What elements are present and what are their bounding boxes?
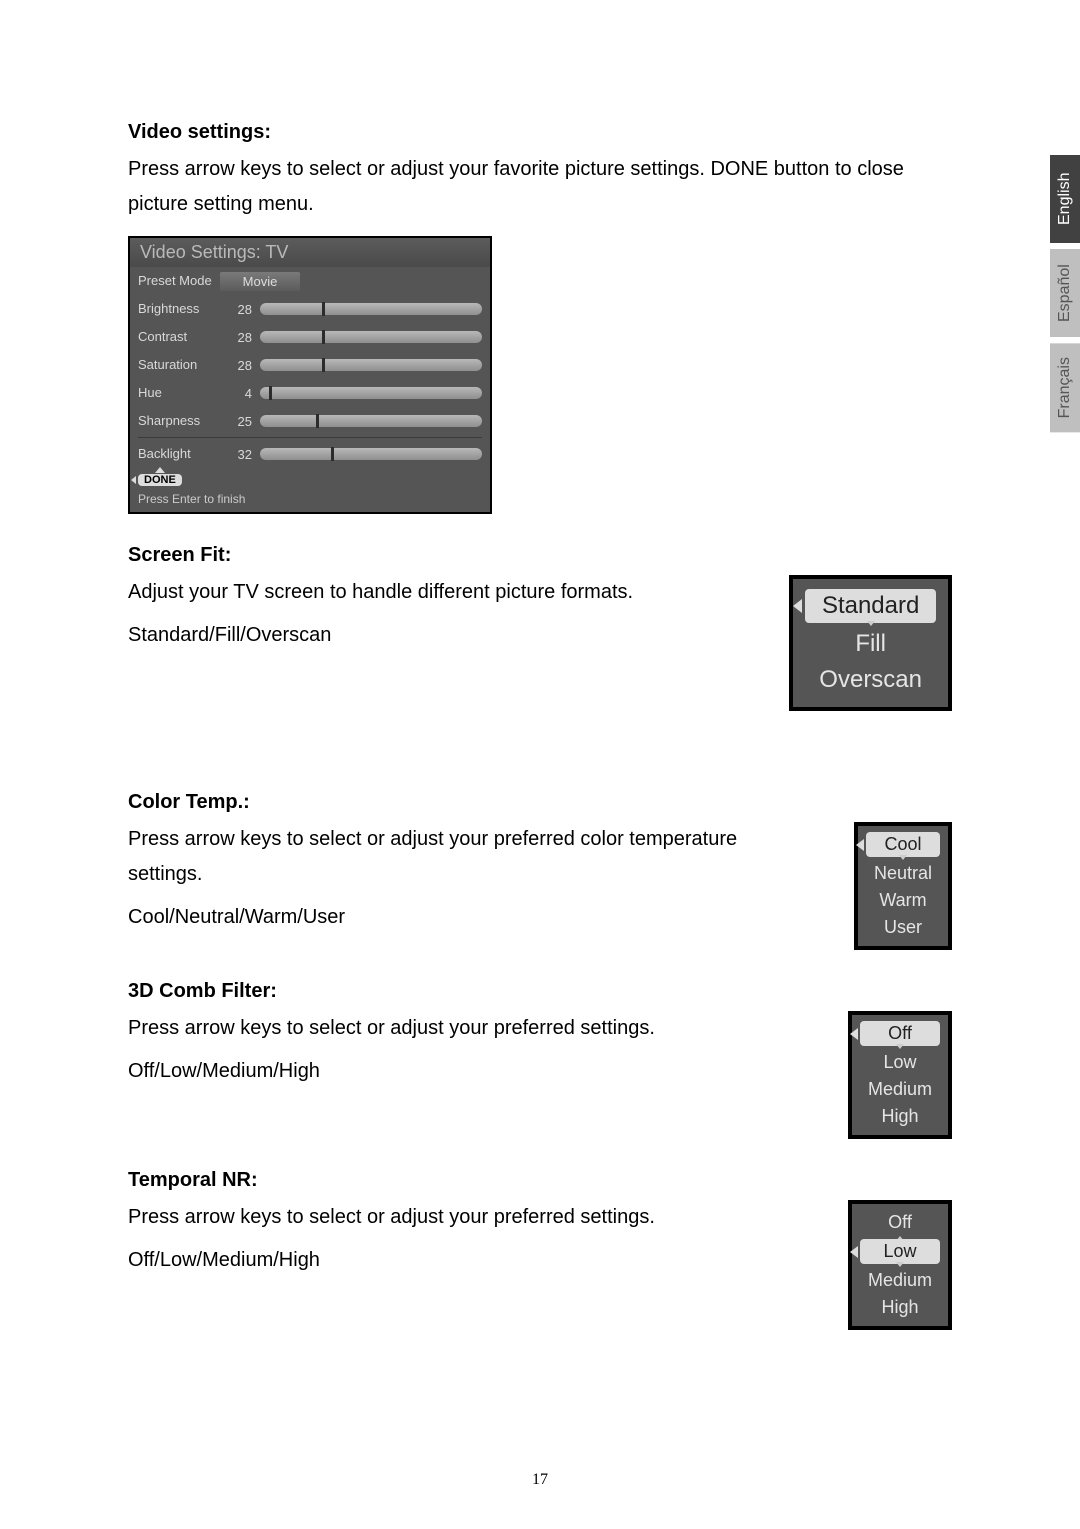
slider-value: 4 [220, 386, 260, 401]
slider-value: 25 [220, 414, 260, 429]
slider-value: 28 [220, 330, 260, 345]
menu-option[interactable]: High [860, 1104, 940, 1129]
temporal-nr-title: Temporal NR: [128, 1169, 952, 1192]
backlight-value: 32 [220, 447, 260, 462]
backlight-slider[interactable] [260, 448, 482, 460]
color-temp-menu[interactable]: Cool NeutralWarmUser [854, 822, 952, 950]
screen-fit-title: Screen Fit: [128, 544, 952, 567]
slider-value: 28 [220, 358, 260, 373]
arrow-left-icon [850, 1028, 858, 1040]
slider-label: Sharpness [138, 414, 220, 428]
done-button[interactable]: DONE [138, 474, 182, 486]
color-temp-desc: Press arrow keys to select or adjust you… [128, 822, 814, 892]
menu-option[interactable]: Fill [805, 627, 936, 661]
preset-mode-row[interactable]: Preset Mode Movie [130, 267, 490, 295]
menu-option[interactable]: Overscan [805, 663, 936, 697]
slider-row-sharpness[interactable]: Sharpness25 [130, 407, 490, 435]
arrow-left-icon [856, 839, 864, 851]
arrow-down-icon [896, 1262, 904, 1267]
slider-thumb[interactable] [322, 330, 325, 344]
temporal-nr-menu[interactable]: Off Low MediumHigh [848, 1200, 952, 1330]
video-settings-desc: Press arrow keys to select or adjust you… [128, 152, 952, 222]
menu-option[interactable]: High [860, 1295, 940, 1320]
arrow-down-icon [899, 855, 907, 860]
menu-option[interactable]: Low [860, 1239, 940, 1264]
menu-option[interactable]: User [866, 915, 940, 940]
slider-thumb[interactable] [331, 447, 334, 461]
slider-row-brightness[interactable]: Brightness28 [130, 295, 490, 323]
comb-filter-title: 3D Comb Filter: [128, 980, 952, 1003]
slider-row-hue[interactable]: Hue4 [130, 379, 490, 407]
comb-filter-menu[interactable]: Off LowMediumHigh [848, 1011, 952, 1139]
divider [138, 437, 482, 438]
temporal-nr-desc: Press arrow keys to select or adjust you… [128, 1200, 808, 1235]
done-button-label: DONE [144, 474, 176, 486]
slider-label: Saturation [138, 358, 220, 372]
slider-thumb[interactable] [322, 358, 325, 372]
page-content: Video settings: Press arrow keys to sele… [0, 0, 1080, 1330]
slider-track[interactable] [260, 331, 482, 343]
slider-track[interactable] [260, 415, 482, 427]
menu-option[interactable]: Medium [860, 1077, 940, 1102]
color-temp-title: Color Temp.: [128, 791, 952, 814]
screen-fit-menu[interactable]: Standard FillOverscan [789, 575, 952, 711]
comb-filter-options-text: Off/Low/Medium/High [128, 1054, 808, 1089]
video-panel-title: Video Settings: TV [130, 238, 490, 267]
slider-row-saturation[interactable]: Saturation28 [130, 351, 490, 379]
backlight-label: Backlight [138, 447, 220, 461]
menu-option[interactable]: Neutral [866, 861, 940, 886]
arrow-down-icon [867, 621, 875, 626]
slider-track[interactable] [260, 303, 482, 315]
menu-option[interactable]: Off [860, 1021, 940, 1046]
press-enter-text: Press Enter to finish [130, 488, 490, 512]
menu-option[interactable]: Warm [866, 888, 940, 913]
slider-label: Brightness [138, 302, 220, 316]
arrow-up-icon [155, 467, 165, 473]
slider-thumb[interactable] [316, 414, 319, 428]
page-number: 17 [0, 1471, 1080, 1489]
slider-thumb[interactable] [322, 302, 325, 316]
video-settings-title: Video settings: [128, 121, 952, 144]
menu-option[interactable]: Cool [866, 832, 940, 857]
screen-fit-desc: Adjust your TV screen to handle differen… [128, 575, 749, 610]
menu-option[interactable]: Off [860, 1210, 940, 1235]
arrow-left-icon [131, 476, 136, 484]
video-settings-panel: Video Settings: TV Preset Mode Movie Bri… [128, 236, 492, 514]
slider-label: Contrast [138, 330, 220, 344]
slider-label: Hue [138, 386, 220, 400]
slider-value: 28 [220, 302, 260, 317]
arrow-left-icon [850, 1246, 858, 1258]
menu-option[interactable]: Medium [860, 1268, 940, 1293]
slider-track[interactable] [260, 387, 482, 399]
color-temp-options-text: Cool/Neutral/Warm/User [128, 900, 814, 935]
slider-track[interactable] [260, 359, 482, 371]
comb-filter-desc: Press arrow keys to select or adjust you… [128, 1011, 808, 1046]
temporal-nr-options-text: Off/Low/Medium/High [128, 1243, 808, 1278]
slider-row-contrast[interactable]: Contrast28 [130, 323, 490, 351]
preset-mode-label: Preset Mode [138, 274, 220, 288]
menu-option[interactable]: Standard [805, 589, 936, 623]
arrow-left-icon [793, 599, 802, 613]
done-row: DONE [130, 468, 490, 488]
slider-thumb[interactable] [269, 386, 272, 400]
arrow-down-icon [896, 1044, 904, 1049]
backlight-row[interactable]: Backlight 32 [130, 440, 490, 468]
screen-fit-options-text: Standard/Fill/Overscan [128, 618, 749, 653]
menu-option[interactable]: Low [860, 1050, 940, 1075]
preset-mode-value[interactable]: Movie [220, 272, 300, 291]
